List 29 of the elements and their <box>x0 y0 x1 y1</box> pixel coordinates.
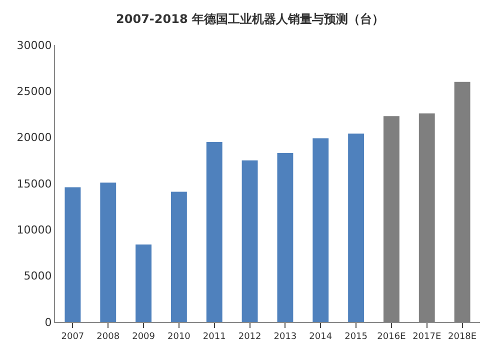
bar <box>100 182 116 322</box>
chart-title: 2007-2018 年德国工业机器人销量与预测（台） <box>116 12 384 26</box>
y-tick-label: 0 <box>44 316 52 329</box>
x-tick-label: 2010 <box>168 332 191 342</box>
x-tick-label: 2013 <box>274 332 297 342</box>
x-tick-label: 2017E <box>412 332 442 342</box>
bar <box>206 142 222 322</box>
x-tick-label: 2012 <box>238 332 262 342</box>
bar <box>170 192 187 322</box>
y-tick-label: 15000 <box>16 177 52 190</box>
x-tick-label: 2007 <box>61 332 84 342</box>
x-tick-label: 2008 <box>96 332 120 342</box>
y-tick-label: 10000 <box>16 224 52 237</box>
y-tick-label: 5000 <box>24 270 52 283</box>
bar <box>242 160 258 322</box>
x-tick-label: 2018E <box>448 332 477 342</box>
bar <box>277 153 294 322</box>
x-tick-label: 2011 <box>202 332 226 342</box>
bar <box>348 134 364 322</box>
x-tick-label: 2015 <box>344 332 368 342</box>
x-tick-label: 2009 <box>132 332 156 342</box>
x-tick-label: 2016E <box>377 332 406 342</box>
bar <box>312 138 329 322</box>
y-tick-label: 30000 <box>16 38 52 52</box>
y-tick-label: 25000 <box>16 85 52 98</box>
bar <box>64 187 81 322</box>
x-tick-label: 2014 <box>309 332 332 342</box>
y-tick-label: 20000 <box>16 131 52 144</box>
bar <box>136 244 152 322</box>
